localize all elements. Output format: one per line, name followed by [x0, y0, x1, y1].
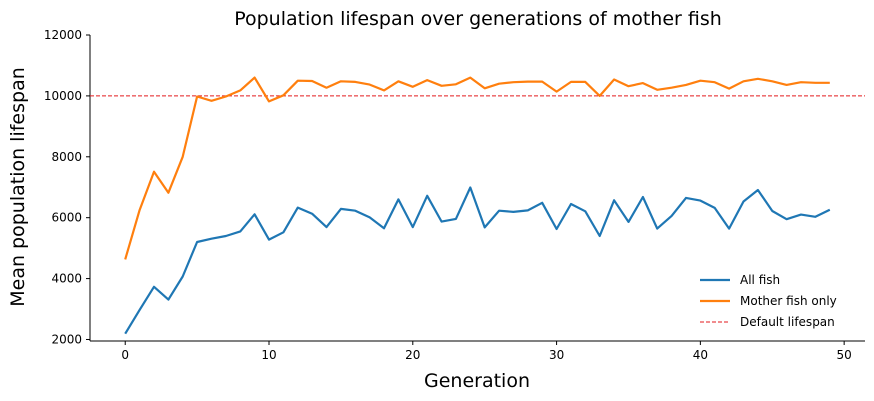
x-tick-label: 10: [261, 348, 276, 362]
legend: All fish Mother fish only Default lifespan: [700, 273, 837, 329]
chart-title: Population lifespan over generations of …: [234, 8, 722, 30]
legend-label-all-fish: All fish: [740, 273, 780, 287]
y-axis-label: Mean population lifespan: [7, 67, 29, 307]
legend-label-mother-fish: Mother fish only: [740, 294, 837, 308]
y-tick-label: 12000: [44, 28, 82, 42]
x-tick-label: 50: [837, 348, 852, 362]
y-tick-label: 2000: [51, 332, 82, 346]
x-axis-label: Generation: [424, 370, 530, 392]
all-fish-line: [124, 186, 831, 335]
axes: 0 10 20 30 40 50 2000 4000 6000 8000 10000 12000: [44, 28, 865, 362]
y-tick-label: 8000: [51, 150, 82, 164]
y-tick-label: 4000: [51, 272, 82, 286]
x-tick-label: 0: [121, 348, 129, 362]
legend-label-default-lifespan: Default lifespan: [740, 315, 835, 329]
x-tick-label: 30: [549, 348, 564, 362]
mother-fish-line: [124, 76, 830, 260]
y-tick-label: 10000: [44, 89, 82, 103]
series-lines: [124, 76, 831, 335]
x-tick-label: 20: [405, 348, 420, 362]
x-tick-label: 40: [693, 348, 708, 362]
y-tick-label: 6000: [51, 211, 82, 225]
